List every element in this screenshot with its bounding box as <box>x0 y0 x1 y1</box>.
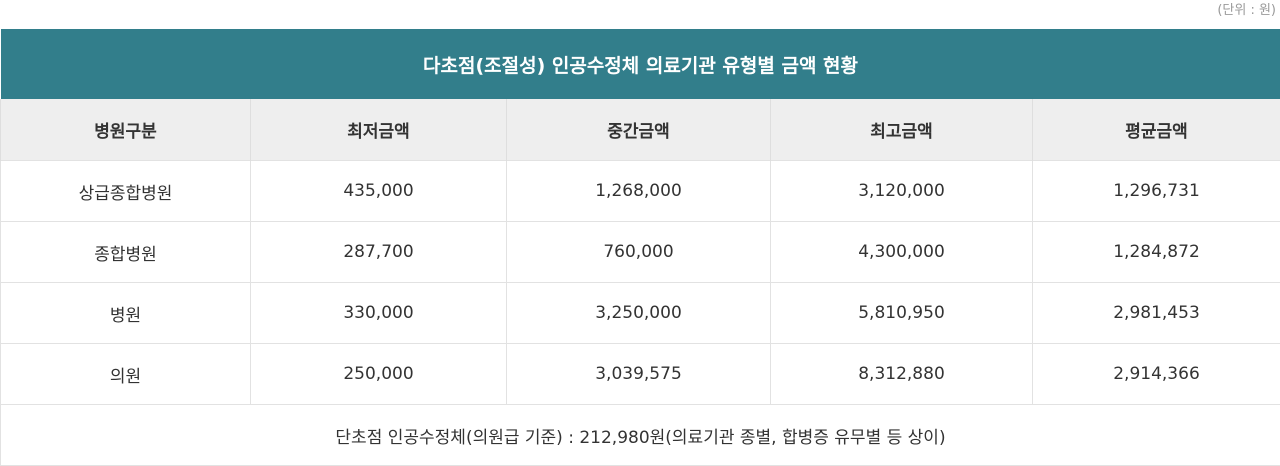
median-price-cell: 1,268,000 <box>507 161 771 222</box>
min-price-cell: 435,000 <box>251 161 507 222</box>
column-header-avg-price: 평균금액 <box>1033 99 1280 161</box>
column-header-median-price: 중간금액 <box>507 99 771 161</box>
hospital-type-cell: 종합병원 <box>1 222 251 283</box>
avg-price-cell: 1,284,872 <box>1033 222 1280 283</box>
table-header-row: 병원구분 최저금액 중간금액 최고금액 평균금액 <box>1 99 1280 161</box>
max-price-cell: 3,120,000 <box>771 161 1033 222</box>
hospital-type-cell: 병원 <box>1 283 251 344</box>
column-header-hospital-type: 병원구분 <box>1 99 251 161</box>
avg-price-cell: 2,981,453 <box>1033 283 1280 344</box>
min-price-cell: 287,700 <box>251 222 507 283</box>
min-price-cell: 250,000 <box>251 344 507 405</box>
table-row: 종합병원 287,700 760,000 4,300,000 1,284,872 <box>1 222 1280 283</box>
median-price-cell: 760,000 <box>507 222 771 283</box>
table-row: 의원 250,000 3,039,575 8,312,880 2,914,366 <box>1 344 1280 405</box>
max-price-cell: 4,300,000 <box>771 222 1033 283</box>
min-price-cell: 330,000 <box>251 283 507 344</box>
footnote-row: 단초점 인공수정체(의원급 기준) : 212,980원(의료기관 종별, 합병… <box>1 405 1280 466</box>
unit-note: (단위 : 원) <box>1217 0 1276 26</box>
table-footnote: 단초점 인공수정체(의원급 기준) : 212,980원(의료기관 종별, 합병… <box>1 405 1280 466</box>
column-header-max-price: 최고금액 <box>771 99 1033 161</box>
avg-price-cell: 2,914,366 <box>1033 344 1280 405</box>
table-title: 다초점(조절성) 인공수정체 의료기관 유형별 금액 현황 <box>1 29 1280 99</box>
table-row: 병원 330,000 3,250,000 5,810,950 2,981,453 <box>1 283 1280 344</box>
max-price-cell: 5,810,950 <box>771 283 1033 344</box>
column-header-min-price: 최저금액 <box>251 99 507 161</box>
price-table-container: 다초점(조절성) 인공수정체 의료기관 유형별 금액 현황 병원구분 최저금액 … <box>0 29 1280 466</box>
hospital-type-cell: 의원 <box>1 344 251 405</box>
table-title-row: 다초점(조절성) 인공수정체 의료기관 유형별 금액 현황 <box>1 29 1280 99</box>
table-row: 상급종합병원 435,000 1,268,000 3,120,000 1,296… <box>1 161 1280 222</box>
avg-price-cell: 1,296,731 <box>1033 161 1280 222</box>
max-price-cell: 8,312,880 <box>771 344 1033 405</box>
price-table: 다초점(조절성) 인공수정체 의료기관 유형별 금액 현황 병원구분 최저금액 … <box>0 29 1280 466</box>
hospital-type-cell: 상급종합병원 <box>1 161 251 222</box>
median-price-cell: 3,039,575 <box>507 344 771 405</box>
median-price-cell: 3,250,000 <box>507 283 771 344</box>
